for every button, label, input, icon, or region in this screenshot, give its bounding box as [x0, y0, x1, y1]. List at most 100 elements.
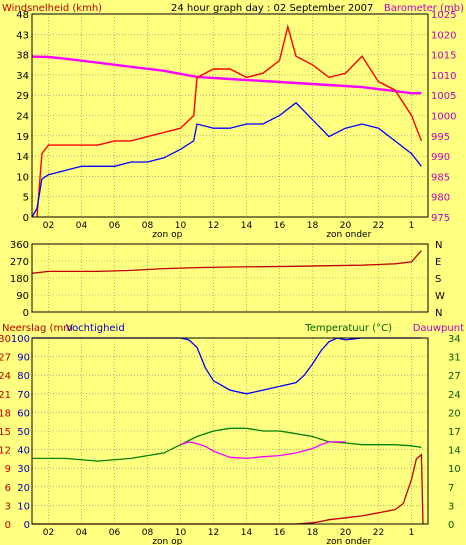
compass-tick-label: N [435, 308, 442, 319]
rain-tick-label: 30 [0, 334, 11, 345]
barometer-tick-label: 985 [431, 172, 450, 183]
sunrise-label: zon op [152, 230, 182, 240]
rain-tick-label: 12 [0, 446, 11, 457]
rain-tick-label: 21 [0, 390, 11, 401]
x-tick-label: 02 [43, 221, 54, 231]
rain-tick-label: 0 [5, 520, 11, 531]
x-tick-label: 04 [76, 221, 88, 231]
sunset-label: zon onder [326, 230, 371, 240]
rain-tick-label: 3 [5, 501, 11, 512]
direction-tick-label: 360 [10, 240, 29, 251]
x-tick-label: 06 [109, 528, 121, 538]
rain-tick-label: 6 [5, 483, 11, 494]
rain-tick-label: 15 [0, 427, 11, 438]
temperature-tick-label: 14 [448, 446, 461, 457]
x-tick-label: 22 [373, 221, 384, 231]
rain-tick-label: 9 [5, 464, 11, 475]
direction-tick-label: 0 [23, 308, 29, 319]
humidity-tick-label: 30 [17, 464, 30, 475]
compass-tick-label: W [435, 291, 445, 302]
wind-direction-line [31, 250, 422, 274]
x-tick-label: 02 [43, 528, 54, 538]
wind-tick-label: 24 [16, 112, 29, 123]
humidity-tick-label: 60 [17, 408, 30, 419]
barometer-line [31, 55, 422, 95]
direction-tick-label: 180 [10, 274, 29, 285]
humidity-tick-label: 40 [17, 446, 30, 457]
wind-average-line [31, 101, 422, 218]
x-tick-label: 08 [142, 221, 154, 231]
sunrise-label: zon op [152, 537, 182, 545]
humidity-tick-label: 100 [11, 334, 30, 345]
x-tick-label: 14 [241, 528, 253, 538]
chart-title: 24 hour graph day : 02 September 2007 [171, 3, 373, 14]
rain-tick-label: 24 [0, 371, 11, 382]
humidity-tick-label: 10 [17, 501, 30, 512]
wind-tick-label: 43 [16, 30, 29, 41]
x-tick-label: 06 [109, 221, 121, 231]
temperature-tick-label: 20 [448, 408, 461, 419]
temperature-tick-label: 17 [448, 427, 461, 438]
barometer-tick-label: 995 [431, 132, 450, 143]
barometer-tick-label: 1020 [431, 30, 456, 41]
humidity-tick-label: 20 [17, 483, 30, 494]
wind-gust-line [36, 23, 423, 218]
compass-tick-label: E [435, 257, 441, 268]
wind-tick-label: 29 [16, 91, 29, 102]
x-tick-label: 10 [175, 528, 187, 538]
wind-tick-label: 19 [16, 132, 29, 143]
barometer-tick-label: 1025 [431, 10, 456, 21]
temperature-tick-label: 31 [448, 353, 461, 364]
wind-tick-label: 48 [16, 10, 29, 21]
temperature-tick-label: 24 [448, 390, 461, 401]
x-tick-label: 1 [409, 221, 415, 231]
x-tick-label: 16 [274, 221, 286, 231]
temperature-tick-label: 10 [448, 464, 461, 475]
rain-line [32, 453, 424, 525]
sunset-label: zon onder [326, 537, 371, 545]
temperature-tick-label: 7 [448, 483, 454, 494]
plot-frame-3 [31, 337, 429, 525]
rain-tick-label: 18 [0, 408, 11, 419]
wind-tick-label: 5 [23, 193, 29, 204]
temperature-tick-label: 27 [448, 371, 461, 382]
x-tick-label: 1 [409, 528, 415, 538]
wind-tick-label: 10 [16, 172, 29, 183]
direction-tick-label: 270 [10, 257, 29, 268]
x-tick-label: 16 [274, 528, 286, 538]
wind-tick-label: 38 [16, 51, 29, 62]
x-tick-label: 22 [373, 528, 384, 538]
compass-tick-label: N [435, 240, 442, 251]
humidity-tick-label: 90 [17, 353, 30, 364]
plot-frame-1 [31, 13, 429, 218]
humidity-tick-label: 50 [17, 427, 30, 438]
x-tick-label: 20 [340, 528, 352, 538]
temperature-tick-label: 0 [448, 520, 454, 531]
barometer-axis-title: Barometer (mb) [384, 3, 464, 14]
barometer-tick-label: 1010 [431, 71, 456, 82]
temperature-tick-label: 34 [448, 334, 461, 345]
rain-axis-title: Neerslag (mm [2, 323, 73, 334]
dewpoint-line [180, 441, 346, 460]
temperature-line [32, 427, 422, 462]
temperature-axis-title: Temperatuur (°C) [304, 323, 392, 334]
x-tick-label: 20 [340, 221, 352, 231]
x-tick-label: 10 [175, 221, 187, 231]
barometer-tick-label: 1005 [431, 91, 456, 102]
barometer-tick-label: 980 [431, 193, 450, 204]
humidity-tick-label: 70 [17, 390, 30, 401]
plot-frame-2 [31, 243, 429, 313]
barometer-tick-label: 1015 [431, 51, 456, 62]
humidity-tick-label: 0 [24, 520, 30, 531]
wind-tick-label: 14 [16, 152, 29, 163]
wind-tick-label: 0 [23, 213, 29, 224]
x-tick-label: 12 [208, 528, 219, 538]
barometer-tick-label: 990 [431, 152, 450, 163]
temperature-tick-label: 3 [448, 501, 454, 512]
humidity-axis-title: Vochtigheid [66, 323, 125, 334]
x-tick-label: 12 [208, 221, 219, 231]
wind-axis-title: Windsnelheid (kmh) [2, 3, 102, 14]
compass-tick-label: S [435, 274, 441, 285]
